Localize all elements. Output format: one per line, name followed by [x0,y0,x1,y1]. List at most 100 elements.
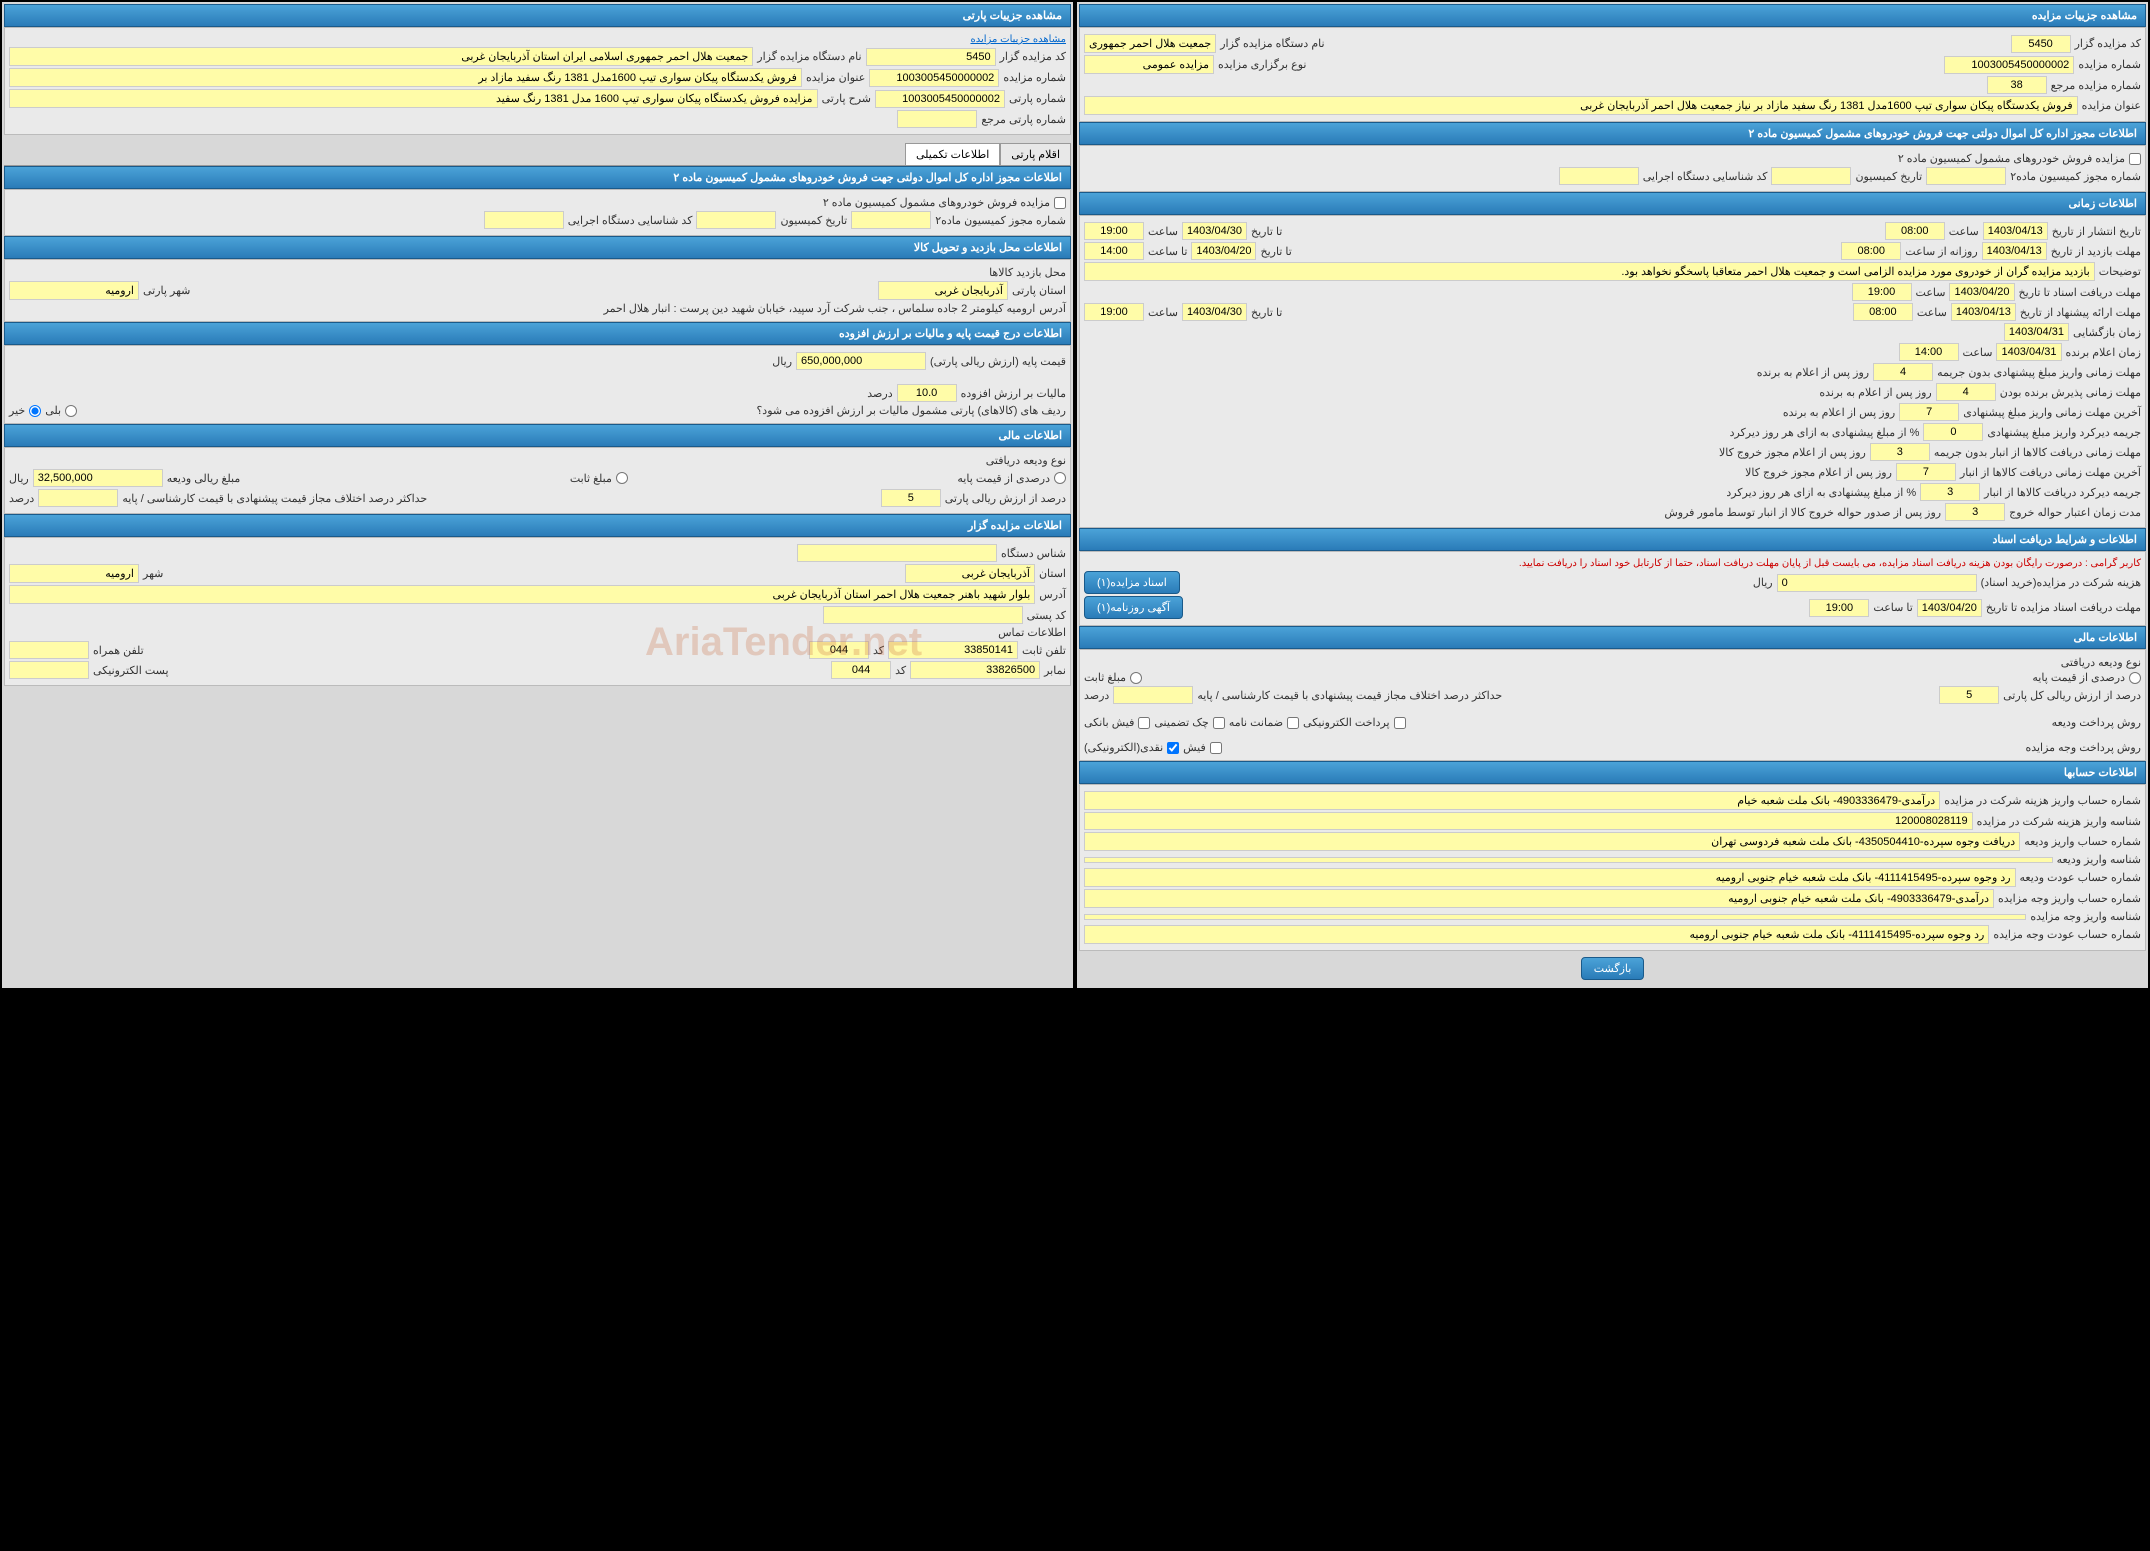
btn-newspaper[interactable]: آگهی روزنامه(۱) [1084,596,1183,619]
label-auction-num: شماره مزایده [2078,58,2141,71]
input-email[interactable] [9,661,89,679]
cb-electronic[interactable] [1394,717,1406,729]
value-publish-from-time: 08:00 [1885,222,1945,240]
label-city2: شهر [143,567,163,580]
label-addr2: آدرس [1039,588,1066,601]
label-auction-l: شماره مزایده [1003,71,1066,84]
label-days5: روز پس از اعلام مجوز خروج کالا [1745,466,1892,479]
cb-guarantee[interactable] [1287,717,1299,729]
label-atitle-l: عنوان مزایده [806,71,865,84]
label-prov2: استان [1039,567,1066,580]
label-title: عنوان مزایده [2082,99,2141,112]
value-code2: 044 [831,661,891,679]
label-province: استان پارتی [1012,284,1066,297]
input-postal[interactable] [823,606,1023,624]
value-code1: 044 [809,641,869,659]
value-type: مزایده عمومی [1084,55,1214,74]
value-ref-num: 38 [1987,76,2047,94]
radio-no[interactable] [29,405,41,417]
input-max-diff[interactable] [1113,686,1193,704]
label-hour5: ساعت [1148,306,1178,319]
cb-cash[interactable] [1210,742,1222,754]
tab-party-items[interactable]: اقلام پارتی [1000,143,1071,165]
value-id2 [1084,857,2053,863]
value-phone: 33850141 [888,641,1018,659]
value-winner: 1403/04/31 [1996,343,2061,361]
label-pparty: درصد از ارزش ریالی پارتی [945,492,1066,505]
input-comm-date[interactable] [1771,167,1851,185]
value-auction-num: 1003005450000002 [1944,56,2074,74]
label-last-dep: آخرین مهلت زمانی واریز مبلغ پیشنهادی [1963,406,2141,419]
cb-commission-l[interactable] [1054,197,1066,209]
value-dep-dl: 4 [1873,363,1933,381]
value-last-dep: 7 [1899,403,1959,421]
input-permit-l[interactable] [851,211,931,229]
auction-details-panel: مشاهده جزییات مزایده کد مزایده گزار 5450… [1077,2,2148,988]
label-days4: روز پس از اعلام مجوز خروج کالا [1719,446,1866,459]
header-commission: اطلاعات مجوز اداره کل اموال دولتی جهت فر… [1079,122,2146,145]
label-permit-l: شماره مجوز کمیسیون ماده۲ [935,214,1066,227]
label-party-l: شماره پارتی [1009,92,1066,105]
label-yes: بلی [45,404,61,417]
input-execid-l[interactable] [484,211,564,229]
label-fixed-l: مبلغ ثابت [570,472,612,485]
label-acc5: شماره حساب عودت وجه مزایده [1993,928,2141,941]
label-fax: نمابر [1044,664,1066,677]
value-vat: 10.0 [897,384,957,402]
radio-fixed-l[interactable] [616,472,628,484]
label-percent-base: درصدی از قیمت پایه [2032,671,2125,684]
label-days2: روز پس از اعلام به برنده [1819,386,1931,399]
value-visit-to-time: 14:00 [1084,242,1144,260]
value-winner-time: 14:00 [1899,343,1959,361]
input-exec-id[interactable] [1559,167,1639,185]
warning-text: کاربر گرامی : درصورت رایگان بودن هزینه د… [1519,558,2141,569]
cb-cash-electronic[interactable] [1167,742,1179,754]
label-no: خیر [9,404,25,417]
label-penalty: جریمه دیرکرد واریز مبلغ پیشنهادی [1987,426,2141,439]
input-mobile[interactable] [9,641,89,659]
label-comm-cb-l: مزایده فروش خودروهای مشمول کمیسیون ماده … [823,196,1050,209]
checkbox-commission[interactable] [2129,153,2141,165]
value-fax: 33826500 [910,661,1040,679]
label-visitloc: محل بازدید کالاها [989,266,1066,279]
value-depamt: 32,500,000 [33,469,163,487]
btn-back[interactable]: بازگشت [1581,957,1645,980]
label-daily-from: روزانه از ساعت [1905,245,1977,258]
value-addr: ارومیه کیلومتر 2 جاده سلماس ، جنب شرکت آ… [9,302,1035,315]
label-check: چک تضمینی [1154,716,1208,729]
input-agency[interactable] [797,544,997,562]
label-phone: تلفن ثابت [1022,644,1066,657]
value-pparty: 5 [881,489,941,507]
radio-percent-base[interactable] [2129,672,2141,684]
label-refparty-l: شماره پارتی مرجع [981,113,1066,126]
radio-percent-base-l[interactable] [1054,472,1066,484]
link-auction-details[interactable]: مشاهده جزییات مزایده [970,34,1066,45]
btn-docs[interactable]: اسناد مزایده(۱) [1084,571,1180,594]
label-comm-date: تاریخ کمیسیون [1855,170,1922,183]
radio-fixed[interactable] [1130,672,1142,684]
value-doc-deadline-time: 19:00 [1852,283,1912,301]
input-commdate-l[interactable] [696,211,776,229]
value-acc4: درآمدی-4903336479- بانک ملت شعبه خیام جن… [1084,889,1994,908]
header-timing: اطلاعات زمانی [1079,192,2146,215]
cb-bank-receipt[interactable] [1138,717,1150,729]
label-doc-deadline: مهلت دریافت اسناد تا تاریخ [2019,286,2141,299]
radio-yes[interactable] [65,405,77,417]
label-draft-unit: روز پس از صدور حواله خروج کالا از انبار … [1664,506,1941,519]
value-code: 5450 [2011,35,2071,53]
value-acc5: رد وجوه سپرده-4111415495- بانک ملت شعبه … [1084,925,1989,944]
input-permit[interactable] [1926,167,2006,185]
input-refparty-l[interactable] [897,110,977,128]
value-visit-from: 1403/04/13 [1982,242,2047,260]
tab-additional-info[interactable]: اطلاعات تکمیلی [905,143,1000,165]
cb-check[interactable] [1213,717,1225,729]
input-maxdiff-l[interactable] [38,489,118,507]
label-bank-receipt: فیش بانکی [1084,716,1134,729]
value-id1: 120008028119 [1084,812,1973,830]
label-to2: تا تاریخ [1260,245,1291,258]
value-publish-from: 1403/04/13 [1983,222,2048,240]
label-offer-from: مهلت ارائه پیشنهاد از تاریخ [2020,306,2141,319]
label-rial2-l: ریال [9,472,29,485]
value-visit-from-time: 08:00 [1841,242,1901,260]
header-doc-conditions: اطلاعات و شرایط دریافت اسناد [1079,528,2146,551]
